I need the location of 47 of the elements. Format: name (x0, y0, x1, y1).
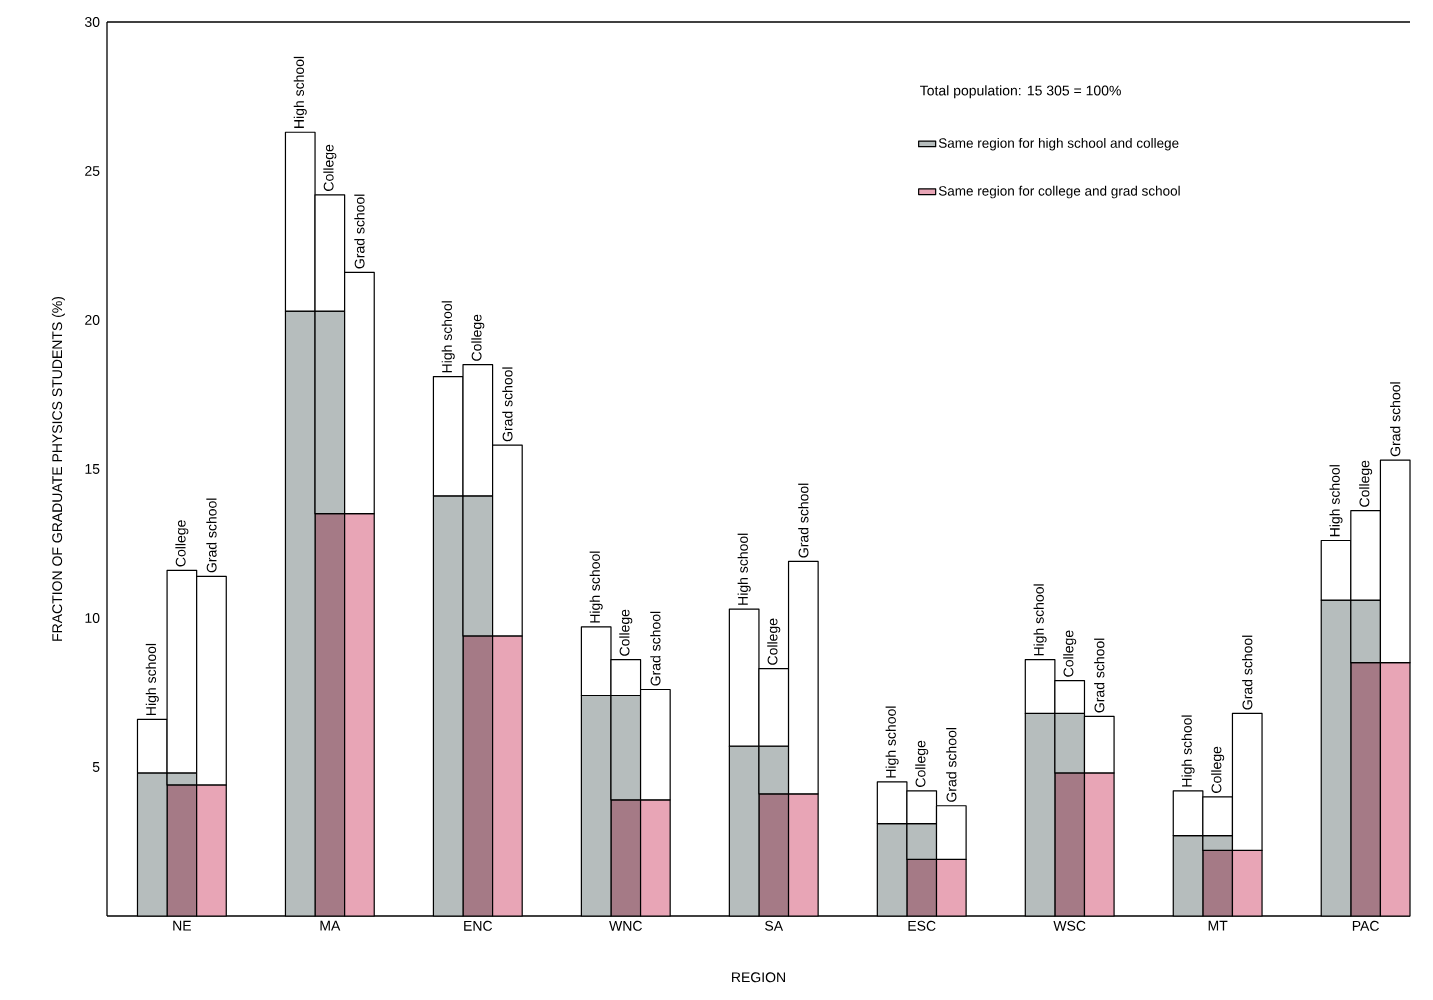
annotation: High school (589, 551, 603, 623)
annotation: College (1211, 746, 1225, 793)
y-tick-label: 30 (84, 17, 100, 27)
annotation: College (323, 144, 337, 191)
y-tick-label: 15 (85, 464, 100, 474)
y-tick-label: 20 (85, 315, 100, 325)
y-tick-label: 10 (85, 613, 100, 623)
x-tick-label: PAC (1352, 920, 1379, 931)
annotation: Grad school (1094, 638, 1105, 713)
x-tick-label: MA (320, 920, 341, 931)
annotation: College (619, 609, 633, 656)
annotation: Grad school (502, 367, 513, 442)
annotation: High school (1033, 584, 1047, 656)
annotation: High school (737, 533, 751, 605)
x-tick-label: NE (173, 920, 191, 931)
x-tick-label: SA (765, 920, 784, 931)
annotation: High school (293, 56, 307, 128)
annotation: Grad school (946, 728, 957, 802)
y-axis-title: FRACTION OF GRADUATE PHYSICS STUDENTS (%) (51, 296, 65, 641)
annotation: College (471, 314, 485, 361)
annotation: High school (441, 301, 455, 373)
y-tick-label: 5 (92, 762, 100, 772)
y-tick-label: 25 (85, 166, 100, 176)
annotation: College (175, 520, 189, 567)
annotation: Total population: 15 305 = 100% (920, 85, 1121, 99)
annotation: Grad school (206, 498, 217, 573)
x-tick-label: WSC (1053, 920, 1086, 931)
annotation: Grad school (650, 611, 661, 686)
annotation: College (915, 740, 929, 787)
x-tick-label: ESC (908, 920, 936, 931)
annotation: Grad school (1390, 382, 1401, 457)
annotation: High school (885, 706, 899, 778)
x-tick-label: ENC (464, 920, 493, 931)
annotation: Grad school (798, 483, 809, 558)
annotation: College (1359, 460, 1373, 507)
annotation: High school (145, 643, 159, 715)
annotation: Grad school (354, 194, 365, 269)
x-tick-label: MT (1208, 920, 1228, 931)
legend-label: Same region for college and grad school (938, 185, 1180, 199)
x-tick-label: WNC (609, 920, 642, 931)
x-axis-title: REGION (732, 972, 785, 983)
annotation: College (1063, 630, 1077, 677)
annotation: Grad school (1242, 635, 1253, 710)
annotation: High school (1181, 715, 1195, 787)
annotation: College (767, 618, 781, 665)
legend-label: Same region for high school and college (938, 137, 1179, 151)
annotation: High school (1329, 465, 1343, 537)
